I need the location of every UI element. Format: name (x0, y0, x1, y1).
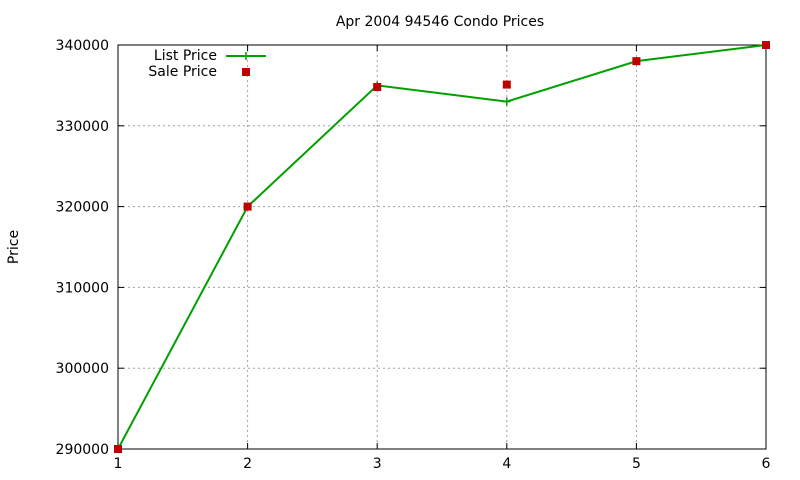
x-tick-label: 6 (762, 456, 771, 472)
series-line-list-price (117, 44, 767, 450)
chart-title: Apr 2004 94546 Condo Prices (336, 14, 544, 30)
series-layer (114, 41, 770, 453)
data-point-sale-price (762, 41, 770, 49)
legend-label-list-price: List Price (154, 48, 217, 64)
y-tick-label: 290000 (56, 442, 109, 458)
plot-frame (117, 44, 767, 450)
y-axis-label: Price (6, 230, 22, 264)
y-tick-label: 300000 (56, 361, 109, 377)
data-point-sale-price (502, 80, 511, 89)
y-tick-label: 340000 (56, 38, 109, 54)
legend-marker-list-price (242, 52, 250, 60)
data-point-sale-price (373, 83, 382, 92)
y-tick-label: 320000 (56, 200, 109, 216)
grid-layer (118, 45, 766, 449)
tick-layer: 1 2 3 4 5 6 290000 300000 310000 320000 330000 3400… (56, 38, 771, 472)
data-point-sale-price (243, 202, 252, 211)
x-tick-label: 5 (632, 456, 641, 472)
y-tick-label: 310000 (56, 280, 109, 296)
data-point-list-price (502, 97, 511, 106)
y-tick-label: 330000 (56, 119, 109, 135)
x-tick-label: 4 (502, 456, 511, 472)
legend-label-sale-price: Sale Price (148, 64, 217, 80)
x-tick-label: 2 (243, 456, 252, 472)
data-point-sale-price (114, 445, 122, 453)
legend: List Price Sale Price (148, 48, 266, 80)
data-point-sale-price (632, 57, 641, 66)
x-tick-label: 1 (114, 456, 123, 472)
x-tick-label: 3 (373, 456, 382, 472)
legend-marker-sale-price (242, 68, 250, 76)
